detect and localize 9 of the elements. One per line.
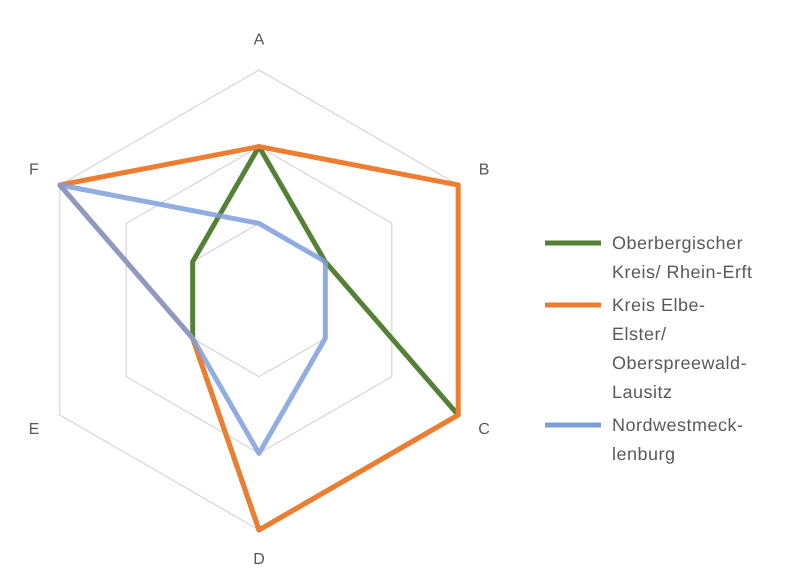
spoke-label: F — [29, 161, 40, 178]
legend-label: Oberbergischer Kreis/ Rhein-Erft — [612, 233, 753, 282]
spoke-label: B — [478, 161, 490, 178]
legend-label: Kreis Elbe-Elster/ Oberspreewald-Lausitz — [612, 295, 748, 402]
spoke-label: E — [28, 421, 40, 438]
spoke-label: A — [254, 31, 265, 48]
legend-label: Nordwestmeck-lenburg — [612, 415, 744, 464]
spoke-label: D — [253, 551, 265, 568]
spoke-label: C — [478, 421, 490, 438]
